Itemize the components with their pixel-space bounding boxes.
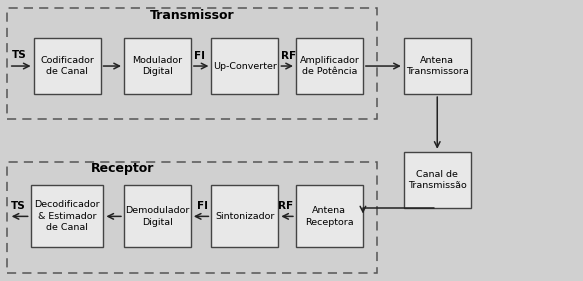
Bar	[296, 38, 363, 94]
Text: Up-Converter: Up-Converter	[213, 62, 277, 71]
Bar	[296, 185, 363, 247]
Bar	[34, 38, 101, 94]
Text: Sintonizador: Sintonizador	[215, 212, 275, 221]
Text: FI: FI	[198, 201, 209, 211]
Bar	[7, 162, 377, 273]
Bar	[403, 152, 471, 208]
Text: Codificador
de Canal: Codificador de Canal	[40, 56, 94, 76]
Bar	[403, 38, 471, 94]
Bar	[7, 8, 377, 119]
Text: Decodificador
& Estimador
de Canal: Decodificador & Estimador de Canal	[34, 200, 100, 232]
Bar	[211, 185, 279, 247]
Text: TS: TS	[12, 50, 26, 60]
Bar	[124, 185, 191, 247]
Bar	[211, 38, 279, 94]
Text: Transmissor: Transmissor	[150, 9, 235, 22]
Text: RF: RF	[282, 51, 296, 61]
Text: Receptor: Receptor	[91, 162, 154, 175]
Text: Demodulador
Digital: Demodulador Digital	[125, 206, 189, 226]
Text: RF: RF	[278, 201, 293, 211]
Text: FI: FI	[194, 51, 205, 61]
Text: Antena
Transmissora: Antena Transmissora	[406, 56, 469, 76]
Text: Antena
Receptora: Antena Receptora	[305, 206, 354, 226]
Text: Canal de
Transmissão: Canal de Transmissão	[408, 170, 466, 190]
Text: TS: TS	[10, 201, 25, 211]
Bar	[124, 38, 191, 94]
Text: Modulador
Digital: Modulador Digital	[132, 56, 182, 76]
Bar	[31, 185, 103, 247]
Text: Amplificador
de Potência: Amplificador de Potência	[300, 56, 359, 76]
